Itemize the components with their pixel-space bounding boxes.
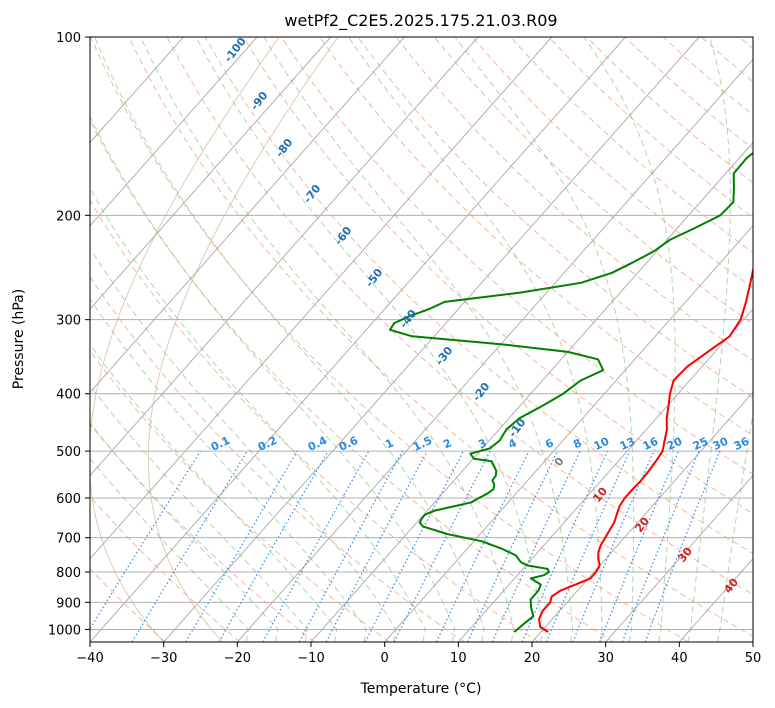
mixing-ratio-line: [262, 450, 370, 642]
y-axis: 100 200 300 400 500 600 700 800 900 1000: [48, 31, 90, 638]
moist-adiabat: [347, 37, 603, 642]
moist-adiabat: [90, 384, 308, 642]
isotherm--60: [90, 37, 479, 477]
dry-adiabat: [90, 275, 465, 642]
dry-adiabat: [90, 495, 241, 642]
isotherm--70: [90, 37, 405, 394]
plot-area: -100-90-80-70-60-50-40-30-20-10010203040…: [90, 37, 753, 642]
mixing-ratio-line: [621, 450, 700, 642]
y-tick-label: 700: [56, 532, 81, 547]
mixing-ratio-line: [545, 450, 631, 642]
mixing-ratio-label: 10: [592, 435, 612, 453]
isotherm--10: [310, 141, 753, 642]
dry-adiabat: [204, 37, 753, 555]
mixing-ratio-lines: [90, 450, 721, 642]
tan-curve: [147, 37, 339, 642]
moist-adiabat: [90, 422, 279, 642]
y-tick-label: 200: [56, 209, 81, 224]
moist-adiabat: [90, 115, 456, 642]
moist-adiabat: [454, 37, 635, 642]
y-tick-label: 900: [56, 596, 81, 611]
mixing-ratio-label: 36: [732, 435, 752, 453]
dry-adiabat: [166, 37, 753, 596]
moist-adiabat: [140, 37, 515, 642]
x-tick-label: 50: [745, 651, 762, 666]
moist-adiabat: [90, 343, 338, 642]
mixing-ratio-line: [644, 450, 721, 642]
isotherm--80: [90, 37, 332, 310]
moist-adiabat: [94, 37, 485, 642]
y-tick-label: 500: [56, 445, 81, 460]
x-tick-label: 40: [671, 651, 688, 666]
mixing-ratio-label: 13: [618, 435, 637, 453]
dry-adiabat: [128, 37, 753, 637]
x-axis-title: Temperature (°C): [360, 681, 482, 697]
dry-adiabat: [90, 423, 316, 642]
dry-adiabat: [433, 37, 753, 325]
y-axis-title: Pressure (hPa): [11, 289, 27, 389]
mixing-ratio-line: [521, 450, 609, 642]
moist-adiabat: [263, 37, 574, 642]
dry-adiabat: [471, 37, 753, 289]
moist-adiabat: [687, 37, 731, 642]
x-tick-label: 20: [524, 651, 541, 666]
y-tick-label: 600: [56, 492, 81, 507]
mixing-ratio-label: 30: [711, 435, 731, 453]
x-tick-label: 0: [381, 651, 389, 666]
isotherm-30: [605, 474, 753, 642]
moist-adiabat: [90, 187, 426, 642]
x-tick-label: −10: [297, 651, 324, 666]
profiles: [388, 151, 753, 633]
mixing-ratio-line: [131, 450, 248, 642]
moist-adiabat: [90, 298, 367, 642]
moist-adiabat: [195, 37, 544, 642]
x-tick-label: 10: [450, 651, 467, 666]
plot-frame: [89, 36, 754, 643]
isotherm--90: [90, 37, 258, 227]
y-tick-label: 300: [56, 314, 81, 329]
background-lines: [90, 37, 753, 642]
mixing-ratio-line: [393, 450, 491, 642]
temperature-profile: [538, 265, 753, 633]
dewpoint-profile: [388, 151, 753, 633]
dry-adiabat: [242, 37, 753, 515]
moist-adiabat: [90, 247, 397, 642]
x-axis: −40 −30 −20 −10 0 10 20 30 40 50: [76, 642, 761, 666]
mixing-ratio-line: [325, 450, 428, 642]
moist-adiabat: [90, 457, 249, 642]
isotherm--30: [163, 37, 700, 642]
mixing-ratio-line: [599, 450, 680, 642]
dry-adiabat: [90, 199, 540, 642]
isotherm--100: [90, 37, 184, 144]
y-tick-label: 1000: [48, 623, 81, 638]
y-tick-label: 400: [56, 388, 81, 403]
x-tick-label: −30: [150, 651, 177, 666]
isotherm-20: [531, 391, 753, 642]
x-tick-label: 30: [597, 651, 614, 666]
moist-adiabat: [583, 37, 676, 642]
isotherm-0: [384, 225, 753, 642]
isotherm--20: [236, 58, 753, 642]
moist-adiabat: [717, 411, 753, 642]
tan-curve: [90, 37, 280, 642]
y-tick-label: 100: [56, 31, 81, 46]
dry-adiabat: [90, 567, 166, 642]
x-tick-label: −40: [76, 651, 103, 666]
isotherm--50: [90, 37, 553, 560]
mixing-ratio-line: [298, 450, 404, 642]
y-tick-label: 800: [56, 566, 81, 581]
mixing-ratio-label: 25: [691, 435, 710, 453]
mixing-ratio-label: 20: [665, 435, 685, 453]
mixing-ratio-line: [572, 450, 655, 642]
chart-title: wetPf2_C2E5.2025.175.21.03.R09: [284, 11, 557, 31]
x-tick-label: −20: [224, 651, 251, 666]
isotherm--40: [90, 37, 626, 642]
mixing-ratio-label: 16: [641, 435, 661, 453]
dry-adiabat: [281, 37, 753, 475]
